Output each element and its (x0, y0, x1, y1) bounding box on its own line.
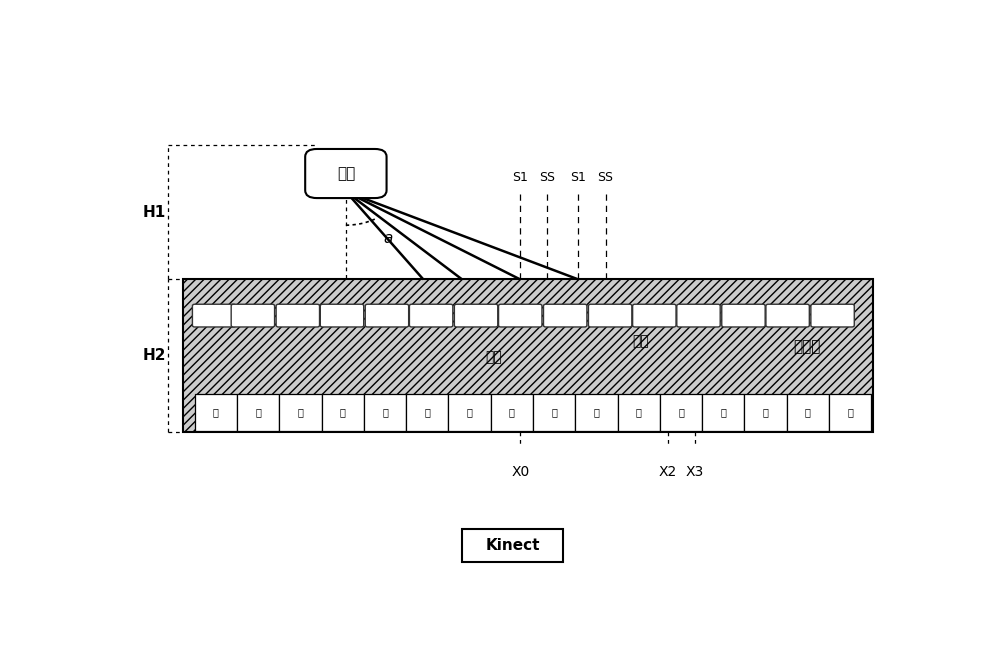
Bar (660, 394, 702, 431)
Text: 左: 左 (720, 407, 726, 417)
Text: 右: 右 (424, 407, 430, 417)
Bar (533, 394, 575, 431)
Bar (279, 394, 322, 431)
Bar (575, 394, 618, 431)
FancyBboxPatch shape (544, 304, 587, 327)
Text: H2: H2 (143, 348, 166, 363)
Text: X2: X2 (658, 466, 677, 480)
Text: 串扰: 串扰 (633, 334, 649, 348)
Text: 左眼: 左眼 (337, 166, 355, 181)
FancyBboxPatch shape (276, 304, 320, 327)
Text: 电视机: 电视机 (793, 339, 821, 354)
Bar (448, 394, 491, 431)
Text: 右: 右 (847, 407, 853, 417)
Text: 左: 左 (805, 407, 811, 417)
Text: Kinect: Kinect (485, 538, 540, 553)
FancyBboxPatch shape (722, 304, 765, 327)
Text: 正常: 正常 (485, 350, 502, 364)
FancyBboxPatch shape (365, 304, 409, 327)
Text: 右: 右 (340, 407, 346, 417)
Bar (183, 279, 873, 432)
FancyBboxPatch shape (320, 304, 364, 327)
Text: X0: X0 (511, 466, 529, 480)
Bar (322, 394, 364, 431)
FancyBboxPatch shape (499, 304, 542, 327)
Text: X3: X3 (686, 466, 704, 480)
FancyBboxPatch shape (677, 304, 720, 327)
Text: 右: 右 (678, 407, 684, 417)
FancyBboxPatch shape (811, 304, 854, 327)
Bar (787, 394, 829, 431)
Text: 左: 左 (551, 407, 557, 417)
Text: 左: 左 (636, 407, 642, 417)
FancyBboxPatch shape (454, 304, 498, 327)
Bar (462, 529, 563, 562)
Text: 左: 左 (213, 407, 219, 417)
FancyBboxPatch shape (192, 304, 236, 327)
Bar (491, 394, 533, 431)
Bar (702, 394, 744, 431)
Bar (195, 394, 237, 431)
Bar (237, 394, 279, 431)
FancyBboxPatch shape (231, 304, 275, 327)
Text: SS: SS (598, 171, 614, 184)
FancyBboxPatch shape (305, 149, 387, 198)
Text: 左: 左 (382, 407, 388, 417)
Bar (829, 394, 871, 431)
Text: SS: SS (539, 171, 555, 184)
Text: 左: 左 (298, 407, 303, 417)
Text: S1: S1 (570, 171, 586, 184)
Text: H1: H1 (143, 205, 166, 220)
Text: 左: 左 (467, 407, 473, 417)
Text: a: a (384, 231, 393, 246)
Text: 右: 右 (594, 407, 599, 417)
FancyBboxPatch shape (409, 304, 453, 327)
Text: 右: 右 (763, 407, 769, 417)
FancyBboxPatch shape (588, 304, 632, 327)
Bar (364, 394, 406, 431)
FancyBboxPatch shape (766, 304, 809, 327)
Text: 右: 右 (509, 407, 515, 417)
Bar (744, 394, 787, 431)
Text: S1: S1 (512, 171, 528, 184)
FancyBboxPatch shape (633, 304, 676, 327)
Text: 右: 右 (255, 407, 261, 417)
Bar (618, 394, 660, 431)
Bar (406, 394, 448, 431)
